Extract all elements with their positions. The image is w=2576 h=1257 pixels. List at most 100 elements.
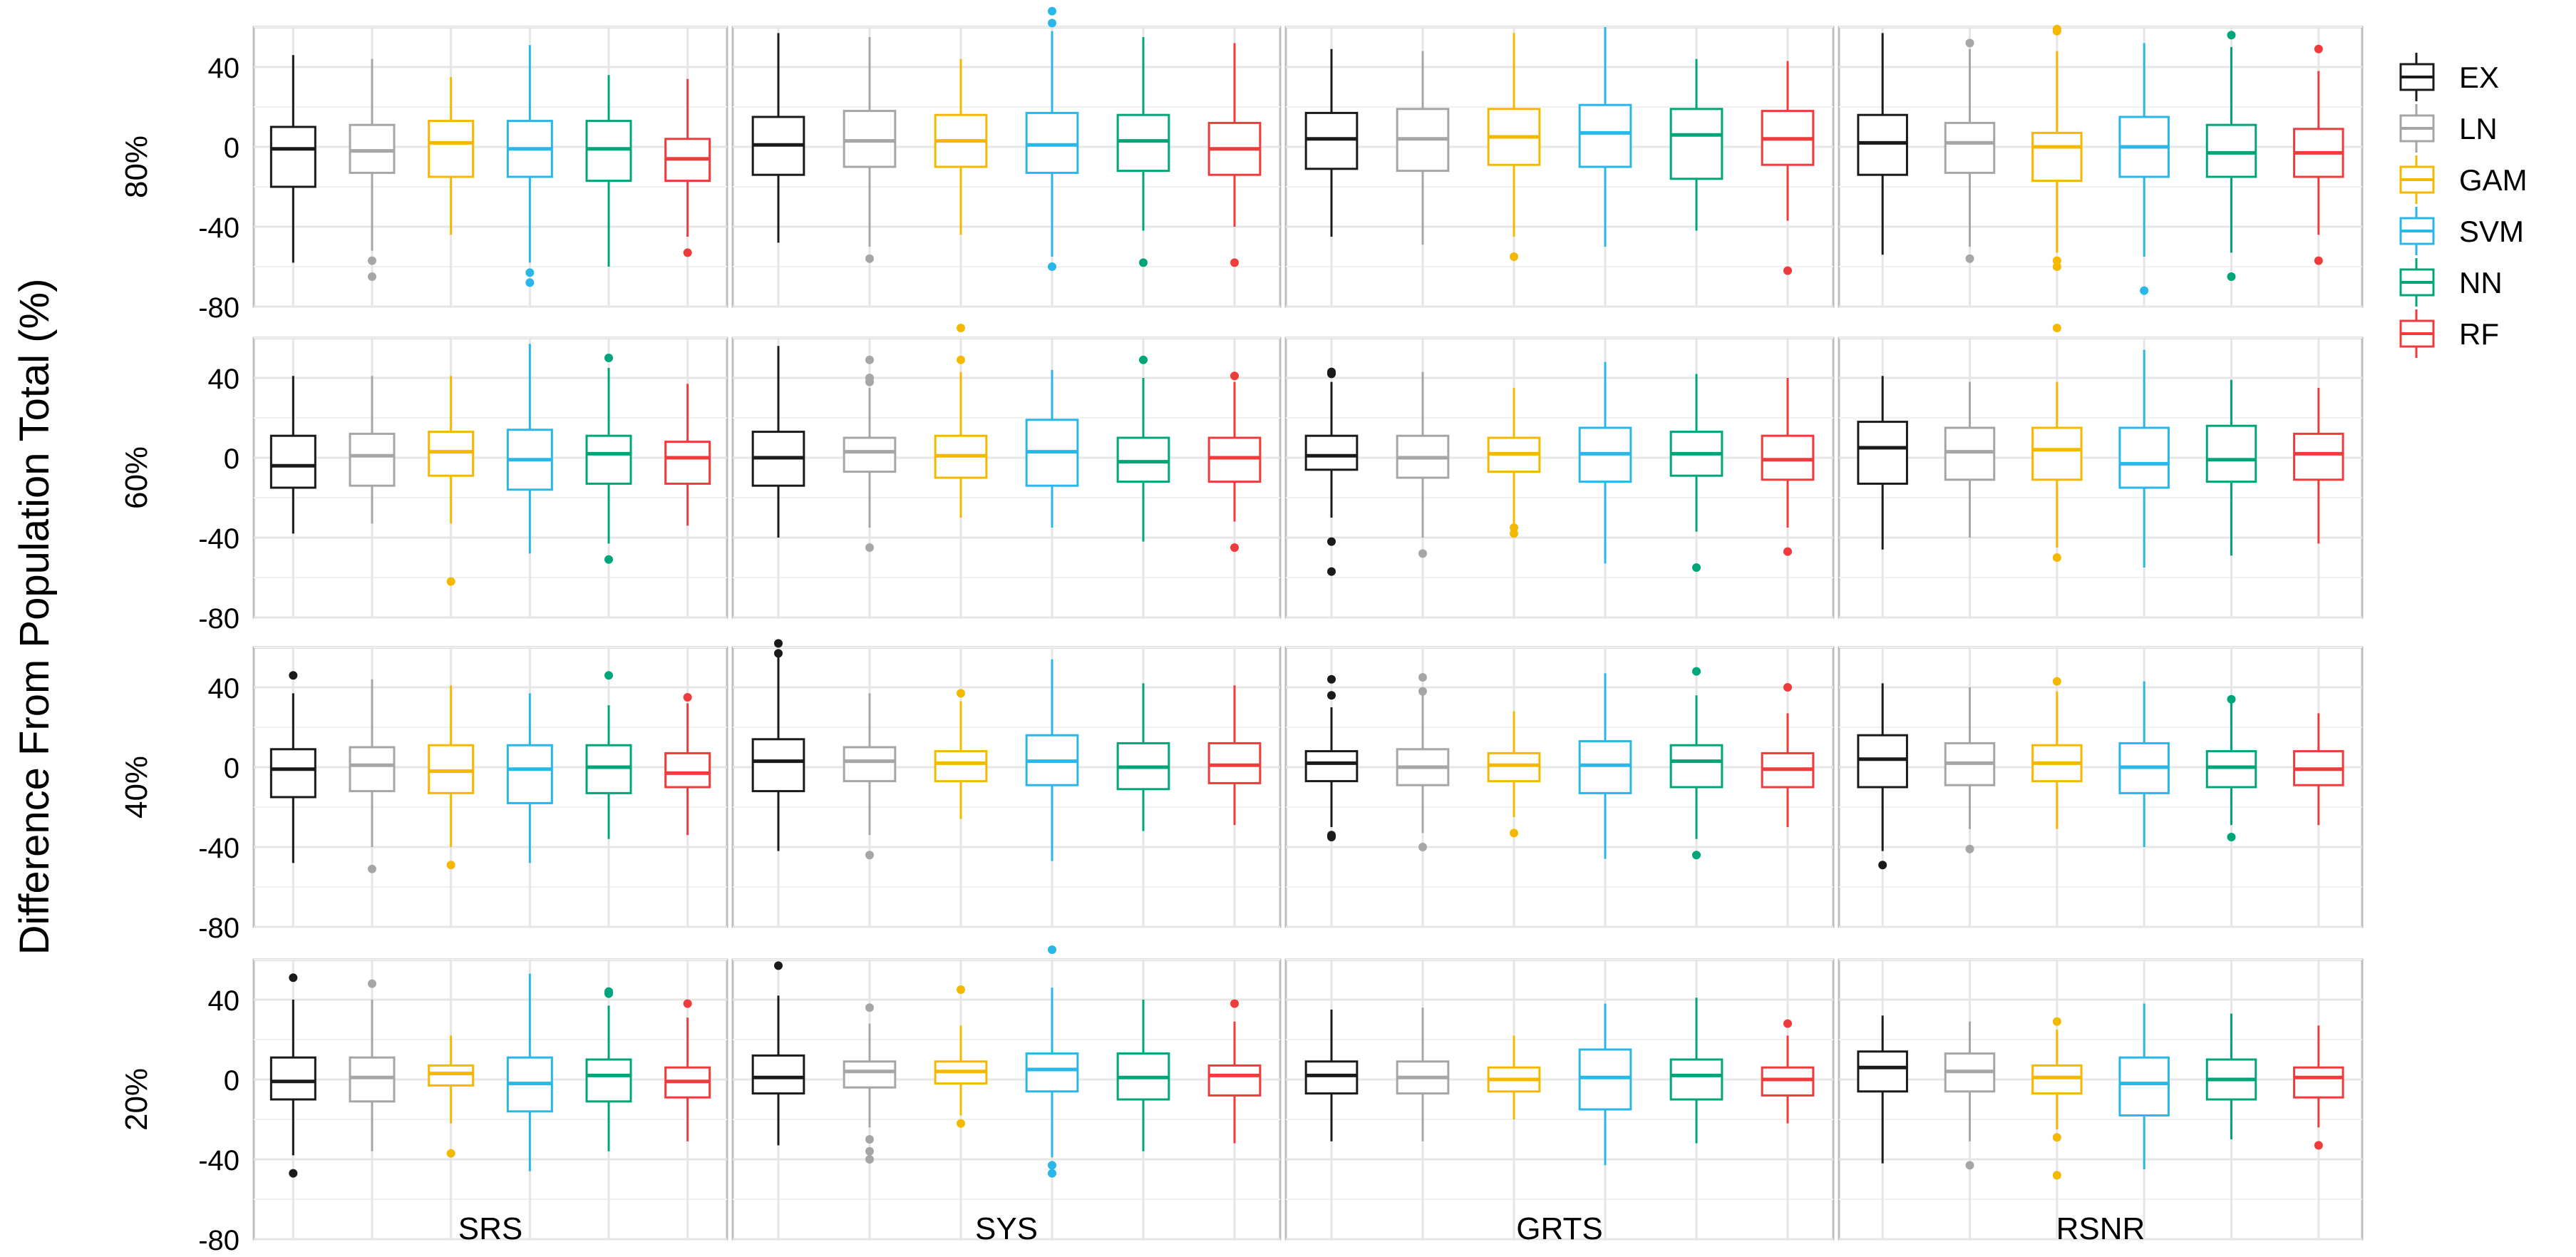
outlier-point bbox=[525, 268, 535, 277]
box-rf bbox=[2293, 388, 2344, 544]
box-rf bbox=[1207, 43, 1262, 267]
outlier-point bbox=[368, 979, 376, 988]
box-rf bbox=[1761, 1019, 1815, 1124]
legend-label: SVM bbox=[2459, 215, 2524, 248]
box-iqr bbox=[1761, 434, 1815, 481]
box-svm bbox=[1025, 369, 1079, 528]
panel-frame bbox=[731, 958, 1282, 1241]
outlier-point bbox=[865, 1155, 874, 1164]
outlier-point bbox=[774, 961, 783, 970]
panel-rsnr-80pct bbox=[1838, 24, 2364, 308]
outlier-point bbox=[1510, 523, 1518, 532]
box-iqr bbox=[1207, 742, 1262, 784]
box-svm bbox=[2118, 43, 2170, 295]
y-tick-label: 0 bbox=[224, 1065, 239, 1097]
box-iqr bbox=[843, 1060, 897, 1089]
box-nn bbox=[2205, 379, 2257, 556]
outlier-point bbox=[2052, 1017, 2061, 1026]
outlier-point bbox=[1327, 567, 1336, 576]
outlier-point bbox=[1230, 371, 1239, 381]
box-rf bbox=[1207, 999, 1262, 1144]
box-iqr bbox=[428, 431, 475, 477]
box-iqr bbox=[2031, 131, 2083, 183]
box-iqr bbox=[2031, 1064, 2083, 1095]
outlier-point bbox=[1048, 1169, 1056, 1178]
legend-item-nn: NN bbox=[2399, 258, 2503, 307]
outlier-point bbox=[289, 671, 298, 680]
column-label-rsnr: RSNR bbox=[2056, 1211, 2145, 1246]
box-iqr bbox=[1944, 426, 1996, 481]
box-iqr bbox=[1669, 1058, 1724, 1101]
outlier-point bbox=[2314, 1141, 2323, 1150]
outlier-point bbox=[1327, 537, 1336, 546]
legend-label: RF bbox=[2459, 317, 2499, 351]
outlier-point bbox=[446, 1149, 455, 1158]
box-ex bbox=[751, 33, 805, 243]
outlier-point bbox=[1048, 6, 1056, 16]
box-ln bbox=[1396, 673, 1450, 851]
box-nn bbox=[1116, 355, 1170, 542]
box-iqr bbox=[269, 434, 316, 489]
outlier-point bbox=[2227, 31, 2236, 40]
outlier-point bbox=[957, 689, 965, 698]
box-svm bbox=[1578, 27, 1632, 247]
panel-srs-60pct bbox=[252, 337, 728, 619]
outlier-point bbox=[957, 355, 965, 364]
panel-frame bbox=[252, 646, 728, 928]
outlier-point bbox=[446, 577, 455, 586]
box-gam bbox=[428, 685, 475, 870]
box-nn bbox=[585, 671, 632, 839]
box-svm bbox=[2118, 681, 2170, 847]
box-iqr bbox=[2031, 426, 2083, 481]
box-iqr bbox=[1669, 744, 1724, 789]
box-nn bbox=[585, 75, 632, 267]
panel-frame bbox=[252, 337, 728, 619]
box-ex bbox=[1304, 48, 1359, 237]
box-gam bbox=[428, 376, 475, 586]
box-iqr bbox=[1025, 111, 1079, 174]
box-rf bbox=[2293, 713, 2344, 826]
outlier-point bbox=[1965, 254, 1974, 263]
box-iqr bbox=[349, 432, 396, 487]
box-gam bbox=[2031, 324, 2083, 562]
outlier-point bbox=[2052, 324, 2061, 332]
y-tick-label: 0 bbox=[224, 133, 239, 164]
panel-frame bbox=[252, 26, 728, 308]
outlier-point bbox=[1418, 687, 1427, 696]
outlier-point bbox=[1230, 258, 1239, 267]
panel-srs-40pct bbox=[252, 646, 728, 928]
y-tick-label: -80 bbox=[198, 292, 239, 324]
panel-rsnr-60pct bbox=[1838, 324, 2364, 619]
box-iqr bbox=[2118, 426, 2170, 489]
box-iqr bbox=[1578, 1048, 1632, 1111]
box-gam bbox=[428, 77, 475, 235]
outlier-point bbox=[368, 272, 376, 281]
panel-frame bbox=[731, 26, 1282, 308]
box-iqr bbox=[1761, 1066, 1815, 1097]
box-rf bbox=[2293, 1025, 2344, 1150]
panel-grts-40pct bbox=[1284, 646, 1835, 928]
box-rf bbox=[1761, 683, 1815, 827]
outlier-point bbox=[2227, 272, 2236, 281]
legend-item-ln: LN bbox=[2399, 104, 2498, 153]
box-nn bbox=[1669, 374, 1724, 572]
outlier-point bbox=[1510, 252, 1518, 261]
panel-frame bbox=[1838, 337, 2364, 619]
box-nn bbox=[2205, 1013, 2257, 1139]
box-gam bbox=[934, 985, 988, 1128]
box-iqr bbox=[1857, 113, 1908, 176]
outlier-point bbox=[2140, 286, 2149, 295]
panel-frame bbox=[1838, 958, 2364, 1241]
box-iqr bbox=[751, 738, 805, 793]
box-gam bbox=[2031, 1017, 2083, 1180]
panel-sys-20pct bbox=[731, 945, 1282, 1241]
box-iqr bbox=[349, 746, 396, 793]
outlier-point bbox=[865, 1146, 874, 1156]
box-iqr bbox=[2293, 1066, 2344, 1099]
box-ln bbox=[1396, 1007, 1450, 1141]
outlier-point bbox=[1965, 1161, 1974, 1170]
outlier-point bbox=[1692, 563, 1701, 572]
box-nn bbox=[585, 354, 632, 564]
box-ln bbox=[1396, 371, 1450, 558]
